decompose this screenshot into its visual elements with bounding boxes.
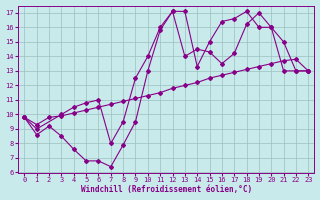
X-axis label: Windchill (Refroidissement éolien,°C): Windchill (Refroidissement éolien,°C) xyxy=(81,185,252,194)
